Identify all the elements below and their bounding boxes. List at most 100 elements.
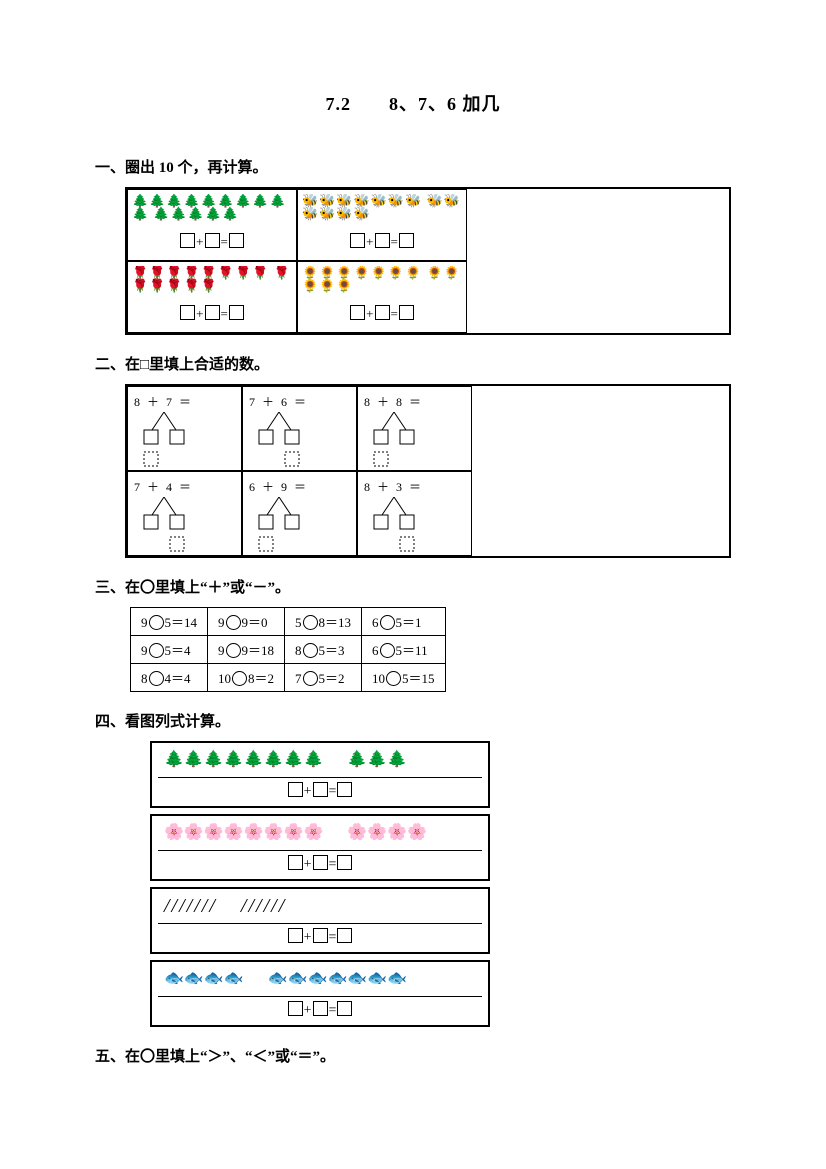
branch-diagram xyxy=(364,497,467,547)
s2-cell-0: 8 ＋ 7 ＝ xyxy=(127,386,242,471)
op: + xyxy=(196,306,203,321)
blank-box[interactable] xyxy=(180,305,195,320)
blank-box[interactable] xyxy=(313,928,328,943)
circle-blank[interactable] xyxy=(149,615,164,630)
s4-objects: 🐟🐟🐟🐟🐟🐟🐟🐟🐟🐟🐟 xyxy=(158,966,482,997)
s1-eq-3: += xyxy=(302,305,462,322)
s1-objs-1: 🐝🐝🐝🐝🐝🐝🐝 🐝🐝🐝🐝🐝🐝 xyxy=(302,194,462,230)
s2-eq-5: 8 ＋ 3 ＝ xyxy=(364,478,467,495)
s4-heading: 四、看图列式计算。 xyxy=(95,710,731,731)
s2-cell-1: 7 ＋ 6 ＝ xyxy=(242,386,357,471)
s3-table: 95＝1499＝058＝1365＝195＝499＝1885＝365＝1184＝4… xyxy=(130,607,446,692)
blank-box[interactable] xyxy=(337,782,352,797)
ops-cell: 99＝0 xyxy=(208,608,285,636)
s4-container: 🌲🌲🌲🌲🌲🌲🌲🌲🌲🌲🌲+=🌸🌸🌸🌸🌸🌸🌸🌸🌸🌸🌸🌸+=/////////////… xyxy=(150,741,490,1027)
s2-eq-1: 7 ＋ 6 ＝ xyxy=(249,393,352,410)
s1-objs-3: 🌻🌻🌻🌻🌻🌻🌻 🌻🌻🌻🌻🌻 xyxy=(302,266,462,302)
s3-heading: 三、在〇里填上“＋”或“－”。 xyxy=(95,576,731,597)
s4-row: 🐟🐟🐟🐟🐟🐟🐟🐟🐟🐟🐟+= xyxy=(150,960,490,1027)
blank-box[interactable] xyxy=(399,305,414,320)
s2-grid: 8 ＋ 7 ＝ 7 ＋ 6 ＝ 8 ＋ 8 ＝ 7 ＋ 4 ＝ xyxy=(125,384,731,558)
blank-box[interactable] xyxy=(399,233,414,248)
blank-box[interactable] xyxy=(337,928,352,943)
s1-cell-2: 🌹🌹🌹🌹🌹🌹🌹🌹 🌹🌹🌹🌹🌹🌹 += xyxy=(127,261,297,333)
s4-row: 🌸🌸🌸🌸🌸🌸🌸🌸🌸🌸🌸🌸+= xyxy=(150,814,490,881)
s4-row: 🌲🌲🌲🌲🌲🌲🌲🌲🌲🌲🌲+= xyxy=(150,741,490,808)
blank-box[interactable] xyxy=(288,782,303,797)
ops-cell: 95＝14 xyxy=(131,608,208,636)
blank-box[interactable] xyxy=(375,305,390,320)
circle-blank[interactable] xyxy=(380,615,395,630)
circle-blank[interactable] xyxy=(232,671,247,686)
blank-box[interactable] xyxy=(313,855,328,870)
s4-equation: += xyxy=(158,851,482,875)
op: + xyxy=(366,234,373,249)
s2-eq-4: 6 ＋ 9 ＝ xyxy=(249,478,352,495)
circle-blank[interactable] xyxy=(226,615,241,630)
ops-cell: 84＝4 xyxy=(131,664,208,692)
s2-cell-3: 7 ＋ 4 ＝ xyxy=(127,471,242,556)
op: + xyxy=(366,306,373,321)
s1-grid: 🌲🌲🌲🌲🌲🌲🌲🌲🌲🌲 🌲🌲🌲🌲🌲 += 🐝🐝🐝🐝🐝🐝🐝 🐝🐝🐝🐝🐝🐝 += 🌹🌹… xyxy=(125,187,731,335)
branch-diagram xyxy=(249,412,352,462)
s1-cell-0: 🌲🌲🌲🌲🌲🌲🌲🌲🌲🌲 🌲🌲🌲🌲🌲 += xyxy=(127,189,297,261)
blank-box[interactable] xyxy=(180,233,195,248)
blank-box[interactable] xyxy=(205,233,220,248)
branch-diagram xyxy=(249,497,352,547)
s4-row: /////////////+= xyxy=(150,887,490,954)
s2-cell-4: 6 ＋ 9 ＝ xyxy=(242,471,357,556)
blank-box[interactable] xyxy=(350,305,365,320)
blank-box[interactable] xyxy=(337,1001,352,1016)
blank-box[interactable] xyxy=(229,305,244,320)
circle-blank[interactable] xyxy=(303,615,318,630)
blank-box[interactable] xyxy=(288,855,303,870)
s1-eq-0: += xyxy=(132,233,292,250)
blank-box[interactable] xyxy=(288,928,303,943)
s2-eq-0: 8 ＋ 7 ＝ xyxy=(134,393,237,410)
s4-equation: += xyxy=(158,997,482,1021)
ops-cell: 105＝15 xyxy=(362,664,446,692)
s1-objs-0: 🌲🌲🌲🌲🌲🌲🌲🌲🌲🌲 🌲🌲🌲🌲🌲 xyxy=(132,194,292,230)
s4-objects: 🌸🌸🌸🌸🌸🌸🌸🌸🌸🌸🌸🌸 xyxy=(158,820,482,851)
op: + xyxy=(196,234,203,249)
ops-cell: 108＝2 xyxy=(208,664,285,692)
ops-cell: 95＝4 xyxy=(131,636,208,664)
ops-cell: 65＝11 xyxy=(362,636,446,664)
ops-cell: 99＝18 xyxy=(208,636,285,664)
ops-cell: 75＝2 xyxy=(285,664,362,692)
s1-cell-1: 🐝🐝🐝🐝🐝🐝🐝 🐝🐝🐝🐝🐝🐝 += xyxy=(297,189,467,261)
table-row: 95＝499＝1885＝365＝11 xyxy=(131,636,446,664)
page-title: 7.2 8、7、6 加几 xyxy=(95,90,731,116)
ops-cell: 65＝1 xyxy=(362,608,446,636)
s1-objs-2: 🌹🌹🌹🌹🌹🌹🌹🌹 🌹🌹🌹🌹🌹🌹 xyxy=(132,266,292,302)
blank-box[interactable] xyxy=(229,233,244,248)
blank-box[interactable] xyxy=(313,1001,328,1016)
circle-blank[interactable] xyxy=(386,671,401,686)
s1-eq-2: += xyxy=(132,305,292,322)
branch-diagram xyxy=(364,412,467,462)
s2-eq-3: 7 ＋ 4 ＝ xyxy=(134,478,237,495)
circle-blank[interactable] xyxy=(226,643,241,658)
s4-equation: += xyxy=(158,778,482,802)
circle-blank[interactable] xyxy=(303,643,318,658)
s2-heading: 二、在□里填上合适的数。 xyxy=(95,353,731,374)
table-row: 84＝4108＝275＝2105＝15 xyxy=(131,664,446,692)
circle-blank[interactable] xyxy=(149,671,164,686)
s1-cell-3: 🌻🌻🌻🌻🌻🌻🌻 🌻🌻🌻🌻🌻 += xyxy=(297,261,467,333)
s2-cell-2: 8 ＋ 8 ＝ xyxy=(357,386,472,471)
ops-cell: 58＝13 xyxy=(285,608,362,636)
s1-eq-1: += xyxy=(302,233,462,250)
blank-box[interactable] xyxy=(288,1001,303,1016)
table-row: 95＝1499＝058＝1365＝1 xyxy=(131,608,446,636)
blank-box[interactable] xyxy=(337,855,352,870)
blank-box[interactable] xyxy=(350,233,365,248)
blank-box[interactable] xyxy=(313,782,328,797)
circle-blank[interactable] xyxy=(149,643,164,658)
circle-blank[interactable] xyxy=(303,671,318,686)
branch-diagram xyxy=(134,497,237,547)
blank-box[interactable] xyxy=(375,233,390,248)
blank-box[interactable] xyxy=(205,305,220,320)
s5-heading: 五、在〇里填上“＞”、“＜”或“＝”。 xyxy=(95,1045,731,1066)
circle-blank[interactable] xyxy=(380,643,395,658)
s2-eq-2: 8 ＋ 8 ＝ xyxy=(364,393,467,410)
